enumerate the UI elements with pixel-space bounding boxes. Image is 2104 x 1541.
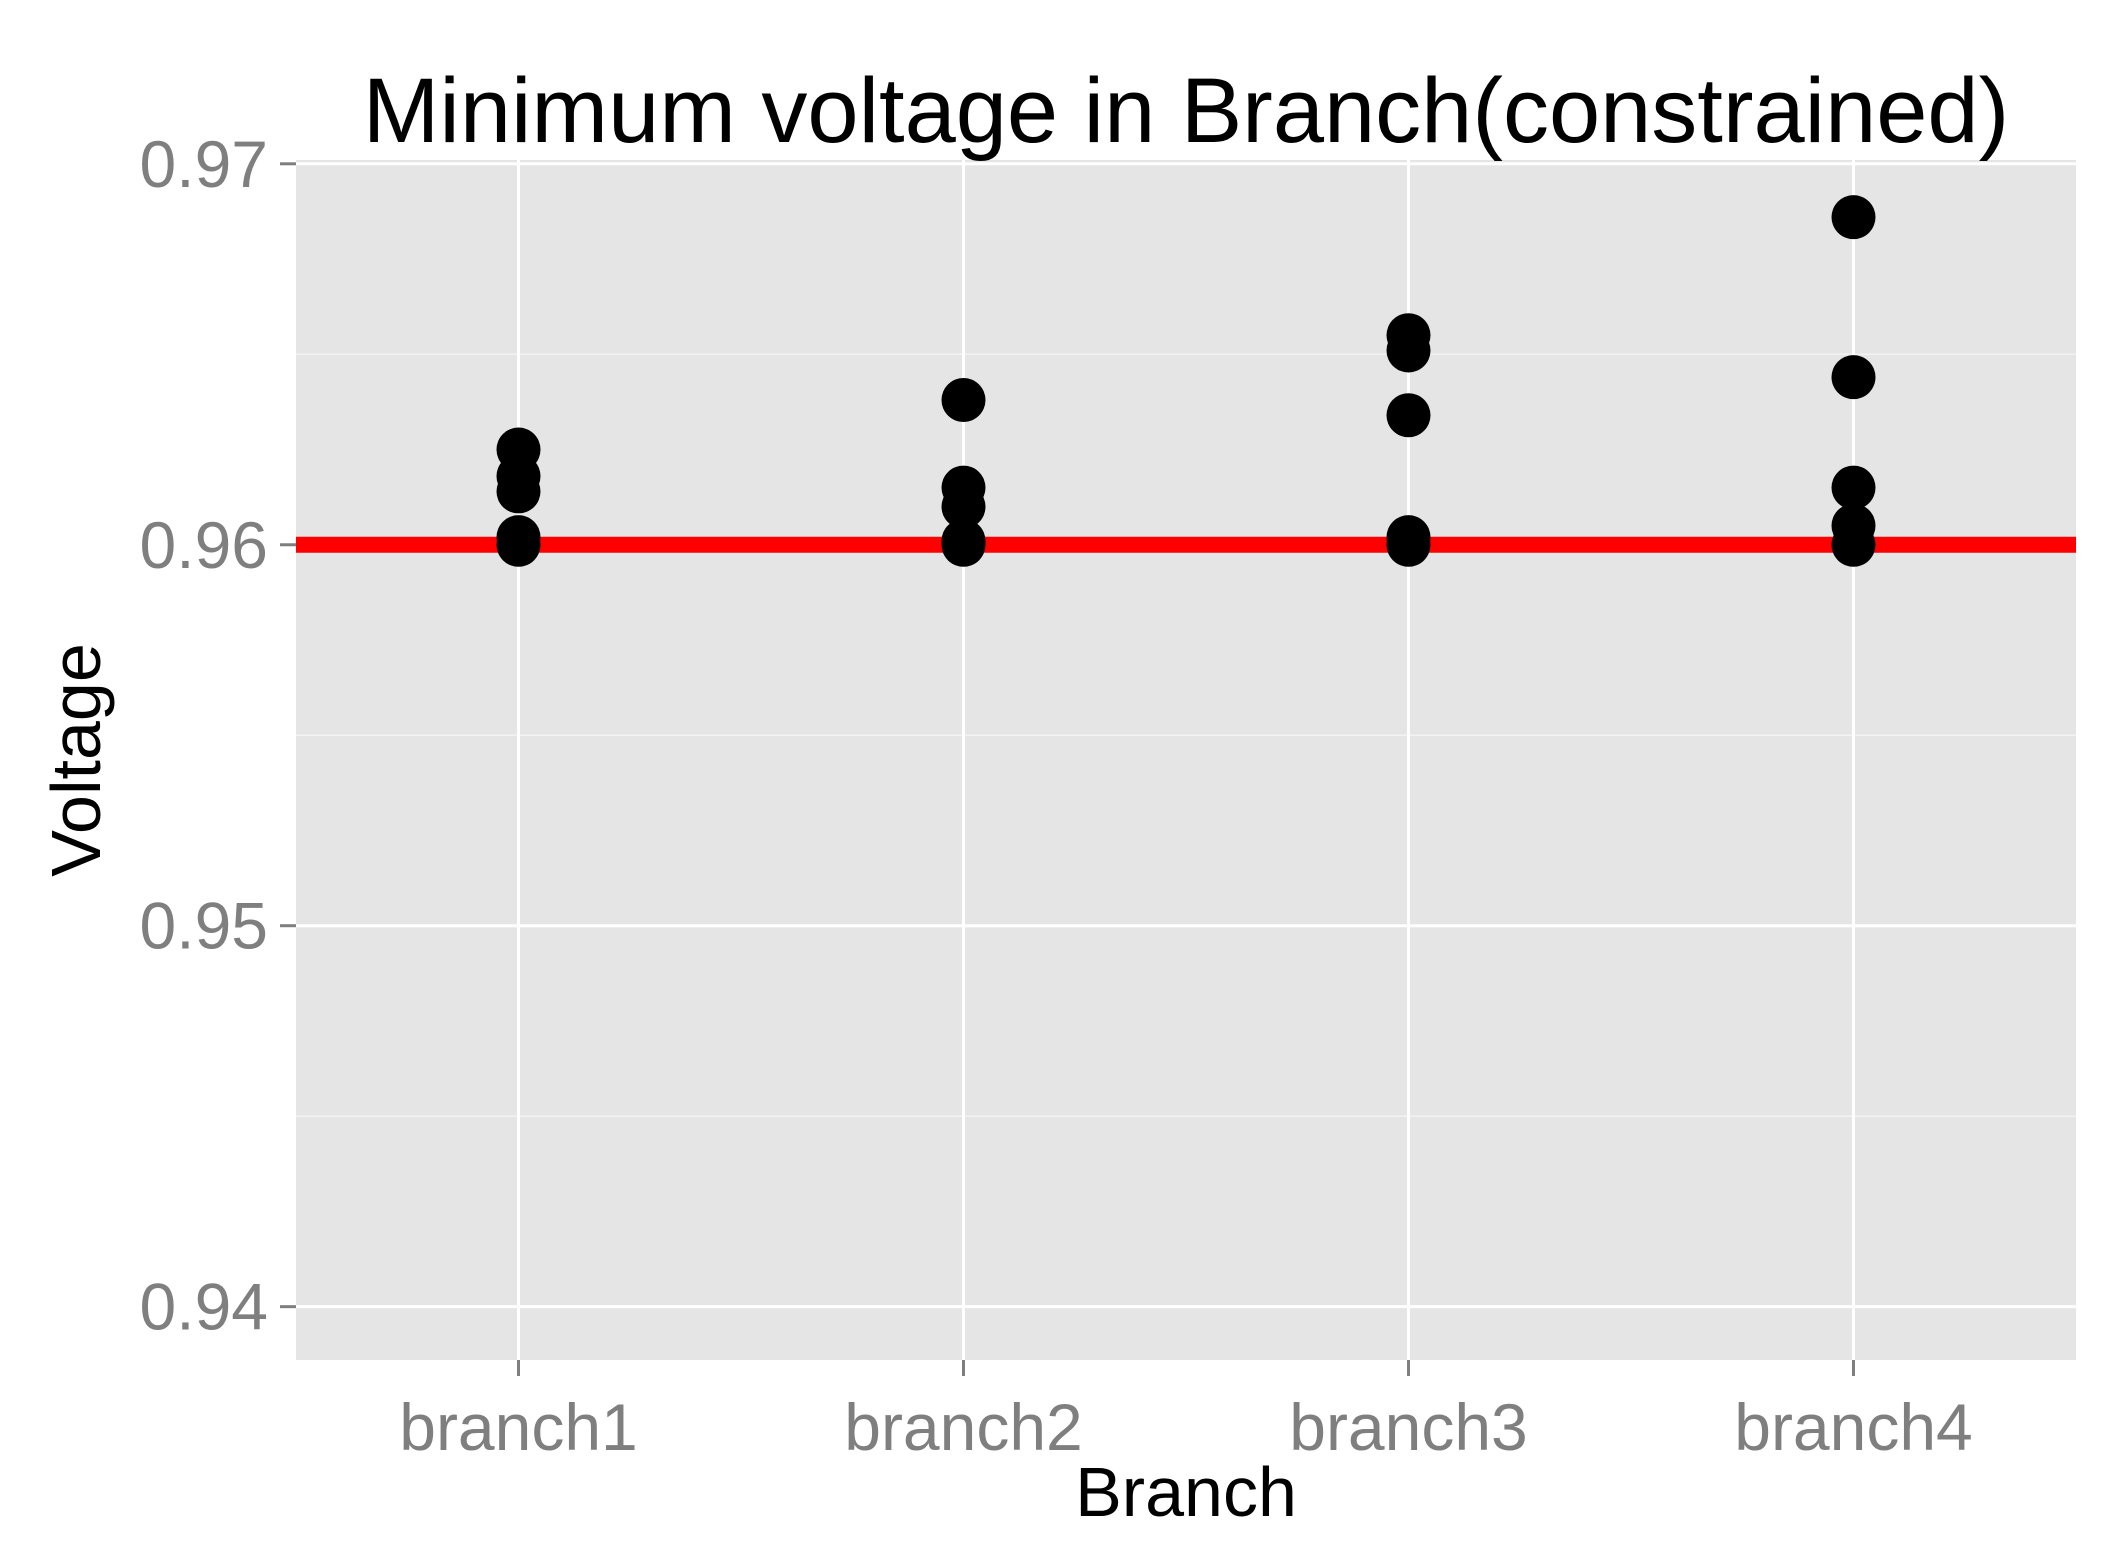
- data-point: [1386, 522, 1431, 567]
- data-point: [496, 522, 541, 567]
- points-layer: [496, 195, 1876, 567]
- data-point: [1386, 393, 1431, 438]
- chart-title: Minimum voltage in Branch(constrained): [363, 60, 2009, 162]
- data-point: [1831, 522, 1876, 567]
- data-point: [941, 522, 986, 567]
- x-tick-label: branch1: [399, 1390, 638, 1464]
- data-point: [1831, 355, 1876, 400]
- x-tick-label: branch4: [1734, 1390, 1973, 1464]
- data-point: [1386, 328, 1431, 373]
- data-point: [496, 469, 541, 514]
- y-axis-title: Voltage: [37, 643, 115, 877]
- x-axis-title: Branch: [1075, 1453, 1297, 1531]
- y-tick-label: 0.95: [140, 889, 268, 963]
- x-axis: branch1 branch2 branch3 branch4: [399, 1360, 1973, 1464]
- grid-minor: [296, 353, 2076, 1117]
- y-tick-label: 0.97: [140, 127, 268, 201]
- y-tick-label: 0.94: [140, 1270, 268, 1344]
- data-point: [1831, 195, 1876, 240]
- data-point: [941, 378, 986, 422]
- data-point: [1831, 465, 1876, 510]
- data-point: [941, 484, 986, 529]
- x-tick-label: branch2: [844, 1390, 1083, 1464]
- y-tick-label: 0.96: [140, 508, 268, 582]
- y-axis: 0.94 0.95 0.96 0.97: [140, 127, 296, 1344]
- plot-panel: [296, 160, 2076, 1360]
- x-tick-label: branch3: [1289, 1390, 1528, 1464]
